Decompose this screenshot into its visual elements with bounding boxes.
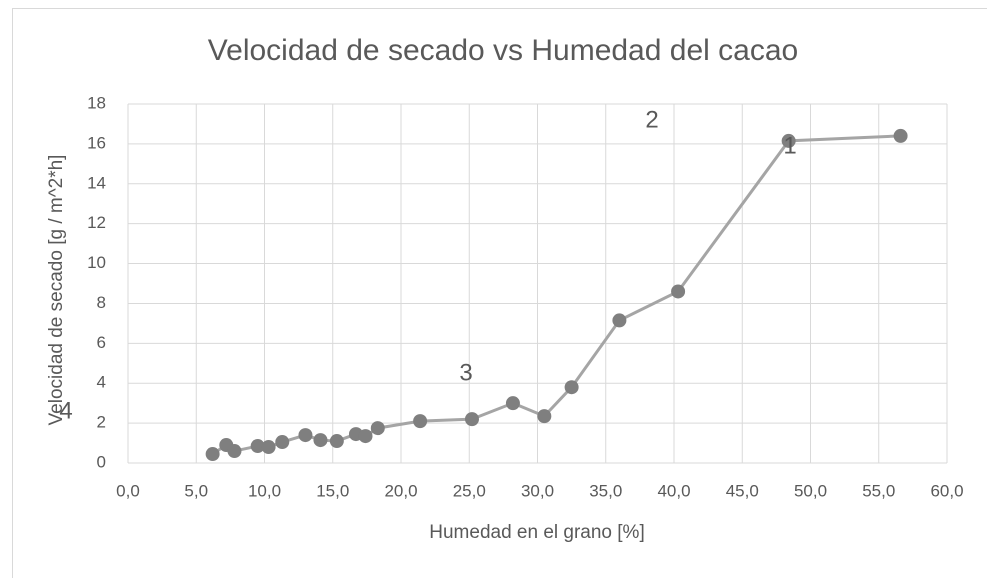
y-tick-label: 0 [97, 452, 106, 471]
data-point [781, 133, 796, 148]
data-point [464, 412, 479, 427]
data-point [227, 444, 242, 459]
annotation: 1 [783, 132, 796, 159]
x-tick-label: 60,0 [930, 481, 963, 500]
data-point [358, 429, 373, 444]
data-point [612, 313, 627, 328]
y-tick-label: 18 [87, 93, 106, 112]
annotation: 4 [59, 397, 72, 424]
y-tick-label: 2 [97, 413, 106, 432]
chart-frame [12, 8, 987, 578]
y-tick-label: 14 [87, 173, 106, 192]
x-tick-label: 5,0 [184, 481, 208, 500]
x-tick-label: 10,0 [248, 481, 281, 500]
data-point [275, 435, 290, 450]
data-point [329, 434, 344, 449]
x-tick-label: 50,0 [794, 481, 827, 500]
y-tick-label: 8 [97, 293, 106, 312]
x-tick-label: 0,0 [116, 481, 140, 500]
annotation: 2 [645, 106, 658, 133]
data-point [537, 409, 552, 424]
data-point [413, 414, 428, 429]
x-axis-label: Humedad en el grano [%] [429, 522, 644, 543]
x-tick-label: 15,0 [316, 481, 349, 500]
x-tick-label: 35,0 [589, 481, 622, 500]
x-tick-label: 20,0 [384, 481, 417, 500]
data-point [313, 433, 328, 448]
x-tick-label: 45,0 [726, 481, 759, 500]
y-tick-label: 10 [87, 253, 106, 272]
data-point [564, 380, 579, 395]
data-point [893, 128, 908, 143]
x-tick-label: 40,0 [657, 481, 690, 500]
x-tick-label: 55,0 [862, 481, 895, 500]
x-tick-label: 25,0 [453, 481, 486, 500]
data-point [261, 440, 276, 455]
data-point [370, 421, 385, 436]
y-tick-label: 4 [97, 373, 106, 392]
data-point [250, 439, 265, 454]
x-tick-label: 30,0 [521, 481, 554, 500]
data-point [671, 284, 686, 299]
data-point [298, 428, 313, 443]
y-axis-label: Velocidad de secado [g / m^2*h] [46, 155, 67, 426]
data-point [205, 447, 220, 462]
annotation: 3 [459, 359, 472, 386]
chart-title: Velocidad de secado vs Humedad del cacao [208, 34, 798, 67]
y-tick-label: 16 [87, 133, 106, 152]
y-tick-label: 6 [97, 333, 106, 352]
y-tick-label: 12 [87, 213, 106, 232]
data-point [505, 396, 520, 411]
